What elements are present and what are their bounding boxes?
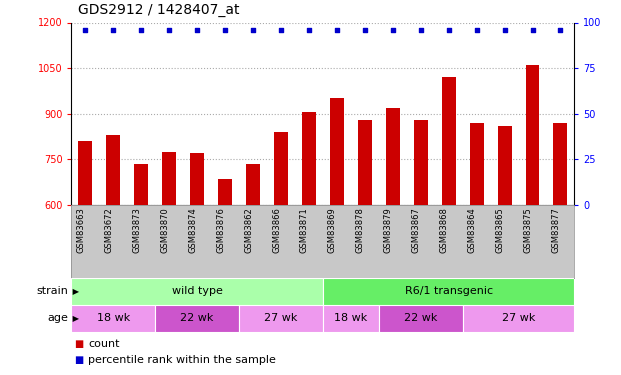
Text: GSM83879: GSM83879 [384, 207, 392, 253]
Text: GSM83672: GSM83672 [104, 207, 114, 253]
Text: GSM83873: GSM83873 [132, 207, 142, 253]
Bar [358, 120, 372, 205]
Text: ■: ■ [75, 355, 84, 365]
Text: GSM83867: GSM83867 [412, 207, 421, 253]
Point [388, 27, 397, 33]
Text: GSM83866: GSM83866 [272, 207, 281, 253]
Point [499, 27, 509, 33]
Text: ▶: ▶ [70, 287, 79, 296]
Text: strain: strain [37, 286, 68, 296]
Bar [525, 65, 540, 205]
Text: 27 wk: 27 wk [265, 314, 297, 323]
Text: GSM83874: GSM83874 [188, 207, 197, 253]
Text: GSM83878: GSM83878 [356, 207, 365, 253]
Point [360, 27, 369, 33]
Point [248, 27, 258, 33]
Text: GDS2912 / 1428407_at: GDS2912 / 1428407_at [78, 3, 239, 17]
Bar [218, 179, 232, 205]
Text: percentile rank within the sample: percentile rank within the sample [88, 355, 276, 365]
Bar [323, 305, 379, 332]
Text: 22 wk: 22 wk [404, 314, 437, 323]
Bar [134, 164, 148, 205]
Bar [71, 278, 323, 305]
Point [472, 27, 482, 33]
Point [304, 27, 314, 33]
Bar [463, 305, 574, 332]
Bar [246, 164, 260, 205]
Text: GSM83865: GSM83865 [496, 207, 504, 253]
Point [220, 27, 230, 33]
Bar [155, 305, 239, 332]
Bar [323, 278, 574, 305]
Text: R6/1 transgenic: R6/1 transgenic [405, 286, 492, 296]
Text: GSM83663: GSM83663 [76, 207, 86, 253]
Text: GSM83871: GSM83871 [300, 207, 309, 253]
Bar [497, 126, 512, 205]
Bar [274, 132, 288, 205]
Text: 22 wk: 22 wk [181, 314, 214, 323]
Point [332, 27, 342, 33]
Text: count: count [88, 339, 120, 349]
Text: ▶: ▶ [70, 314, 79, 323]
Text: 18 wk: 18 wk [97, 314, 130, 323]
Point [443, 27, 453, 33]
Point [81, 27, 91, 33]
Bar [553, 123, 568, 205]
Text: age: age [47, 314, 68, 323]
Bar [190, 153, 204, 205]
Bar [386, 108, 400, 205]
Bar [442, 77, 456, 205]
Text: GSM83877: GSM83877 [551, 207, 560, 253]
Bar [302, 112, 316, 205]
Text: GSM83870: GSM83870 [160, 207, 169, 253]
Bar [162, 152, 176, 205]
Bar [379, 305, 463, 332]
Text: ■: ■ [75, 339, 84, 349]
Point [528, 27, 538, 33]
Text: wild type: wild type [172, 286, 222, 296]
Point [137, 27, 147, 33]
Point [164, 27, 174, 33]
Bar [330, 99, 344, 205]
Point [109, 27, 119, 33]
Text: GSM83868: GSM83868 [440, 207, 448, 253]
Text: 27 wk: 27 wk [502, 314, 535, 323]
Point [555, 27, 565, 33]
Point [276, 27, 286, 33]
Text: GSM83864: GSM83864 [468, 207, 477, 253]
Bar [414, 120, 428, 205]
Point [416, 27, 426, 33]
Text: GSM83869: GSM83869 [328, 207, 337, 253]
Text: 18 wk: 18 wk [334, 314, 368, 323]
Bar [71, 305, 155, 332]
Text: GSM83875: GSM83875 [524, 207, 533, 253]
Text: GSM83876: GSM83876 [216, 207, 225, 253]
Bar [239, 305, 323, 332]
Bar [78, 141, 93, 205]
Text: GSM83862: GSM83862 [244, 207, 253, 253]
Bar [469, 123, 484, 205]
Point [193, 27, 202, 33]
Bar [106, 135, 120, 205]
